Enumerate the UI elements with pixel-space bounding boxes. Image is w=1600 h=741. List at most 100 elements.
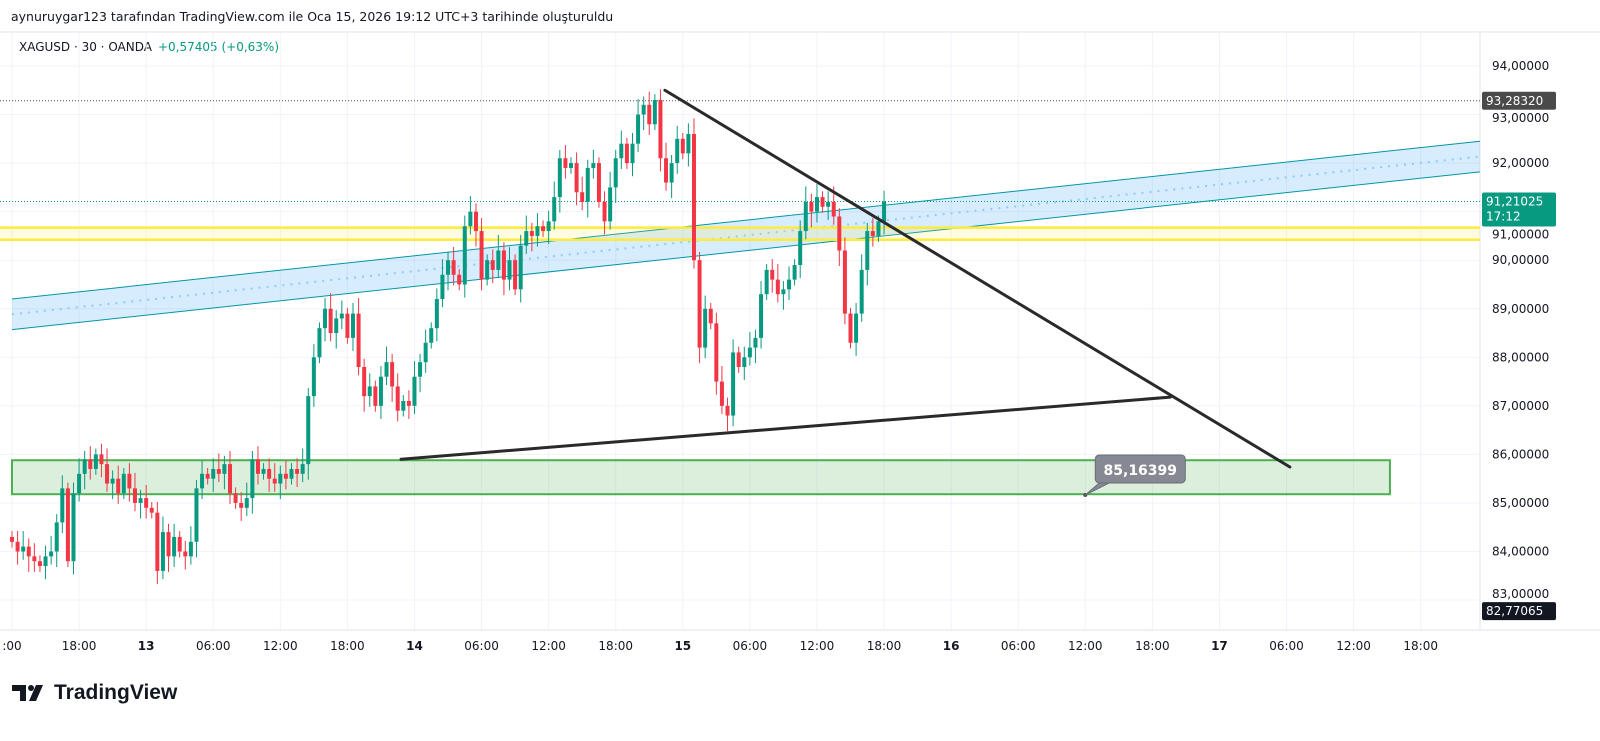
candle-body: [306, 396, 311, 465]
candle-body: [88, 459, 93, 469]
candle-up: [613, 149, 618, 203]
high-price-badge-text: 93,28320: [1486, 94, 1543, 108]
candle-down: [37, 555, 42, 572]
candle-body: [882, 201, 887, 222]
candle-body: [641, 104, 646, 115]
candle-body: [457, 274, 462, 285]
candle-body: [820, 197, 825, 207]
candle-body: [680, 138, 685, 154]
candle-down: [697, 251, 702, 364]
candle-up: [524, 215, 529, 254]
candle-up: [747, 332, 752, 366]
candle-up: [278, 465, 283, 500]
candle-up: [440, 259, 445, 308]
candle-up: [496, 234, 501, 279]
candle-body: [529, 231, 534, 236]
candle-up: [378, 366, 383, 419]
candle-body: [177, 536, 182, 552]
candle-up: [535, 213, 540, 247]
candle-down: [177, 531, 182, 558]
low-price-badge-text: 82,77065: [1486, 604, 1543, 618]
low-price-badge-bg: [1482, 602, 1556, 621]
candle-up: [429, 322, 434, 349]
candle-up: [350, 302, 355, 351]
candle-down: [132, 472, 137, 512]
candle-down: [580, 176, 585, 211]
candle-up: [93, 448, 98, 475]
candle-up: [367, 373, 372, 407]
candle-body: [183, 551, 188, 557]
candle-body: [429, 328, 434, 343]
candle-up: [630, 132, 635, 177]
candle-down: [719, 366, 724, 415]
candle-body: [837, 216, 842, 251]
last-price-badge-bg: [1482, 192, 1556, 227]
candle-body: [334, 318, 339, 334]
channel-upper-line: [11, 140, 1480, 300]
candle-up: [781, 281, 786, 310]
candle-up: [418, 353, 423, 393]
candle-body: [669, 163, 674, 183]
candle-body: [144, 498, 149, 508]
candle-body: [43, 556, 48, 567]
candle-body: [295, 468, 300, 474]
candle-down: [26, 538, 31, 572]
candle-up: [641, 96, 646, 131]
candle-up: [591, 149, 596, 179]
candle-body: [21, 546, 26, 552]
candle-down: [563, 145, 568, 179]
x-tick-label: 12:00: [531, 639, 566, 653]
candle-up: [211, 458, 216, 492]
candle-body: [580, 192, 585, 202]
candle-body: [563, 158, 568, 168]
x-tick-label: 14: [406, 639, 423, 653]
candle-up: [742, 346, 747, 381]
candle-up: [446, 251, 451, 291]
y-tick-label: 89,00000: [1492, 302, 1549, 316]
candle-down: [272, 463, 277, 492]
candle-down: [395, 373, 400, 422]
candle-body: [697, 260, 702, 348]
candle-body: [362, 367, 367, 397]
candle-body: [490, 260, 495, 270]
candle-body: [524, 231, 529, 246]
candle-down: [848, 307, 853, 349]
candle-body: [267, 468, 272, 479]
candle-down: [708, 302, 713, 330]
candle-down: [345, 307, 350, 344]
candle-body: [725, 405, 730, 416]
candle-body: [596, 163, 601, 202]
candle-up: [82, 451, 87, 490]
candle-down: [451, 247, 456, 286]
candle-down: [406, 390, 411, 419]
candle-up: [468, 196, 473, 235]
tradingview-logo[interactable]: TradingView: [12, 681, 177, 705]
candle-up: [43, 545, 48, 580]
candle-body: [378, 376, 383, 406]
candle-body: [401, 400, 406, 411]
candle-body: [440, 274, 445, 300]
y-tick-label: 91,00000: [1492, 227, 1549, 241]
candle-down: [541, 220, 546, 237]
candle-body: [222, 464, 227, 474]
candle-up: [138, 489, 143, 519]
candle-up: [71, 482, 76, 575]
candle-body: [278, 473, 283, 484]
candle-body: [155, 512, 160, 571]
candle-down: [32, 543, 37, 572]
candle-body: [406, 400, 411, 406]
candle-down: [328, 293, 333, 342]
candle-up: [334, 310, 339, 349]
x-tick-label: 13: [138, 639, 155, 653]
candle-down: [362, 358, 367, 412]
candle-body: [848, 313, 853, 343]
candle-body: [300, 464, 305, 474]
candle-body: [798, 231, 803, 266]
candle-body: [652, 99, 657, 125]
candle-up: [753, 329, 758, 364]
candle-body: [188, 541, 193, 557]
candle-body: [479, 231, 484, 280]
candle-up: [423, 329, 428, 373]
candle-down: [205, 467, 210, 485]
